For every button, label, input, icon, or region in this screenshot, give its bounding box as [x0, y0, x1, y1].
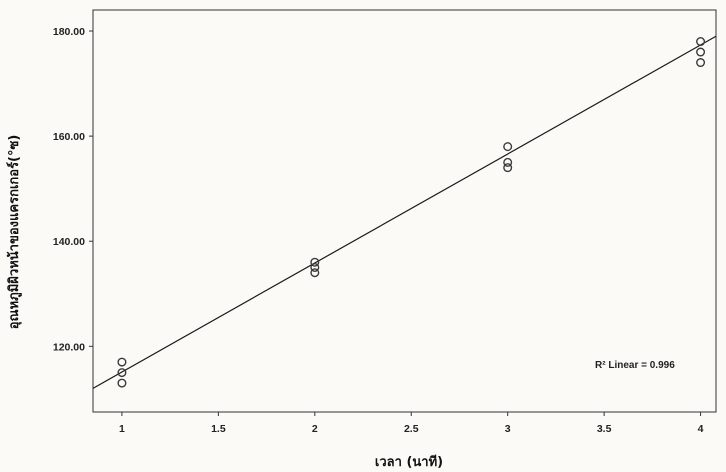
data-point — [696, 47, 706, 57]
y-tick-label: 120.00 — [53, 341, 85, 353]
y-tick-label: 180.00 — [53, 26, 85, 38]
plot-border — [92, 9, 717, 413]
x-tick-label: 3.5 — [597, 423, 612, 435]
plot-frame — [92, 9, 717, 413]
data-point — [503, 142, 513, 152]
y-tick-label: 140.00 — [53, 236, 85, 248]
x-tick-label: 2.5 — [404, 423, 419, 435]
data-point — [117, 357, 127, 367]
data-point — [310, 262, 320, 272]
x-tick-label: 3 — [505, 423, 511, 435]
data-point — [503, 157, 513, 167]
fit-line — [92, 35, 717, 389]
y-axis-ticks: 120.00 140.00 160.00 180.00 — [53, 26, 93, 353]
points-layer — [117, 37, 706, 388]
y-tick-label: 160.00 — [53, 131, 85, 143]
data-point — [503, 163, 513, 173]
x-axis-title: เวลา (นาที) — [375, 454, 443, 470]
x-tick-label: 4 — [698, 423, 704, 435]
x-tick-label: 2 — [312, 423, 318, 435]
x-tick-label: 1.5 — [211, 423, 226, 435]
data-point — [310, 268, 320, 278]
data-point — [310, 257, 320, 267]
data-point — [696, 37, 706, 47]
data-point — [696, 58, 706, 68]
r-squared-annotation: R² Linear = 0.996 — [595, 360, 675, 371]
fit-line-layer — [92, 35, 717, 389]
x-axis-ticks: 1 1.5 2 2.5 3 3.5 4 — [119, 412, 704, 435]
data-point — [117, 368, 127, 378]
x-tick-label: 1 — [119, 423, 125, 435]
y-axis-title: อุณหภูมิผิวหน้าของแครกเกอร์(°ซ) — [6, 135, 22, 330]
data-point — [117, 378, 127, 388]
